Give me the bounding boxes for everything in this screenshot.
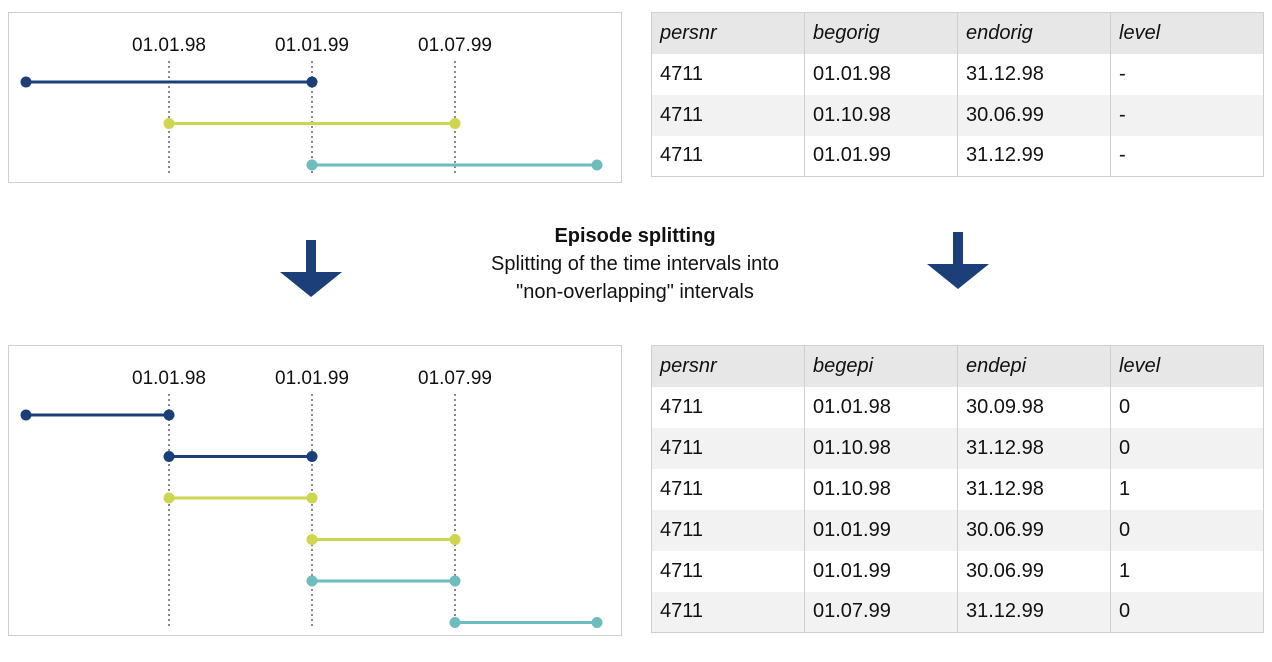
interval-start-dot (449, 617, 461, 628)
down-arrow-icon (280, 240, 342, 297)
date-label: 01.07.99 (418, 35, 492, 56)
column-header: persnr (651, 12, 805, 54)
original-intervals-diagram: 01.01.98 01.01.99 01.07.99 (8, 12, 622, 183)
table-cell: 4711 (660, 62, 704, 85)
caption-title: Episode splitting (554, 225, 716, 247)
table-row: 4711 01.01.98 31.12.98 - (652, 53, 1264, 95)
table-cell: 30.06.99 (957, 94, 1111, 136)
interval-end-dot (306, 451, 318, 462)
interval-start-dot (163, 492, 175, 504)
table-cell: 4711 (651, 94, 805, 136)
table-row: 4711 01.01.99 31.12.99 - (652, 135, 1264, 177)
column-header: begorig (804, 12, 958, 54)
table-cell: 01.01.99 (804, 509, 958, 551)
table-cell: 31.12.98 (957, 53, 1111, 95)
episode-splitting-caption: Episode splitting Splitting of the time … (430, 222, 840, 306)
table-cell: 01.10.98 (804, 468, 958, 510)
column-header: level (1110, 12, 1264, 54)
table-header-row: persnr begorig endorig level (651, 12, 1264, 54)
interval-start-dot (306, 534, 318, 545)
interval-end-dot (449, 534, 461, 545)
interval-start-dot (20, 409, 32, 421)
table-cell: 30.09.98 (957, 386, 1111, 428)
table-row: 4711 01.10.98 31.12.98 1 (652, 468, 1264, 510)
interval-start-dot (163, 451, 175, 462)
date-label: 01.01.98 (132, 35, 206, 56)
table-cell: 31.12.99 (957, 591, 1111, 633)
table-cell: 01.01.98 (804, 53, 958, 95)
table-row: 4711 01.10.98 30.06.99 - (651, 94, 1264, 136)
table-cell: 01.01.99 (804, 550, 958, 592)
table-cell: 4711 (660, 559, 704, 582)
split-episodes-table: persnr begepi endepi level 4711 01.01.98… (651, 345, 1264, 633)
table-cell: 0 (1110, 591, 1264, 633)
interval-end-dot (163, 409, 175, 421)
date-label: 01.07.99 (418, 368, 492, 389)
split-episodes-svg: 01.01.98 01.01.99 01.07.99 (20, 368, 603, 628)
original-intervals-svg: 01.01.98 01.01.99 01.07.99 (20, 35, 603, 174)
table-cell: 01.01.98 (804, 386, 958, 428)
table-cell: 31.12.98 (957, 427, 1111, 469)
column-header: level (1110, 345, 1264, 387)
table-cell: 0 (1110, 509, 1264, 551)
table-cell: 1 (1110, 550, 1264, 592)
interval-end-dot (591, 617, 603, 628)
table-cell: 4711 (660, 477, 704, 500)
column-header: endepi (957, 345, 1111, 387)
table-row: 4711 01.07.99 31.12.99 0 (651, 591, 1264, 633)
interval-end-dot (449, 118, 461, 129)
table-cell: 01.01.99 (804, 135, 958, 177)
split-episodes-diagram: 01.01.98 01.01.99 01.07.99 (8, 345, 622, 636)
table-cell: 4711 (651, 591, 805, 633)
caption-line: Splitting of the time intervals into (491, 253, 779, 275)
table-cell: 01.07.99 (804, 591, 958, 633)
table-cell: 4711 (660, 144, 704, 167)
interval-end-dot (306, 492, 318, 504)
table-cell: - (1110, 53, 1264, 95)
table-cell: 01.10.98 (804, 427, 958, 469)
table-cell: - (1110, 135, 1264, 177)
table-cell: 31.12.99 (957, 135, 1111, 177)
date-label: 01.01.99 (275, 368, 349, 389)
date-label: 01.01.99 (275, 35, 349, 56)
table-cell: - (1110, 94, 1264, 136)
table-header-row: persnr begepi endepi level (651, 345, 1264, 387)
table-cell: 31.12.98 (957, 468, 1111, 510)
table-row: 4711 01.01.99 30.06.99 0 (651, 509, 1264, 551)
column-header: persnr (651, 345, 805, 387)
interval-end-dot (449, 575, 461, 587)
table-cell: 30.06.99 (957, 550, 1111, 592)
column-header: begepi (804, 345, 958, 387)
table-row: 4711 01.01.98 30.09.98 0 (652, 386, 1264, 428)
table-row: 4711 01.01.99 30.06.99 1 (652, 550, 1264, 592)
table-cell: 4711 (651, 509, 805, 551)
column-header: endorig (957, 12, 1111, 54)
interval-start-dot (306, 575, 318, 587)
table-cell: 1 (1110, 468, 1264, 510)
caption-line: "non-overlapping" intervals (516, 281, 754, 303)
table-cell: 01.10.98 (804, 94, 958, 136)
table-cell: 0 (1110, 427, 1264, 469)
table-row: 4711 01.10.98 31.12.98 0 (651, 427, 1264, 469)
table-cell: 4711 (660, 395, 704, 418)
interval-end-dot (306, 76, 318, 88)
interval-end-dot (591, 159, 603, 171)
table-cell: 4711 (651, 427, 805, 469)
down-arrow-icon (927, 232, 989, 289)
interval-start-dot (163, 118, 175, 129)
interval-start-dot (306, 159, 318, 171)
interval-start-dot (20, 76, 32, 88)
table-cell: 0 (1110, 386, 1264, 428)
original-episodes-table: persnr begorig endorig level 4711 01.01.… (651, 12, 1264, 177)
table-cell: 30.06.99 (957, 509, 1111, 551)
date-label: 01.01.98 (132, 368, 206, 389)
